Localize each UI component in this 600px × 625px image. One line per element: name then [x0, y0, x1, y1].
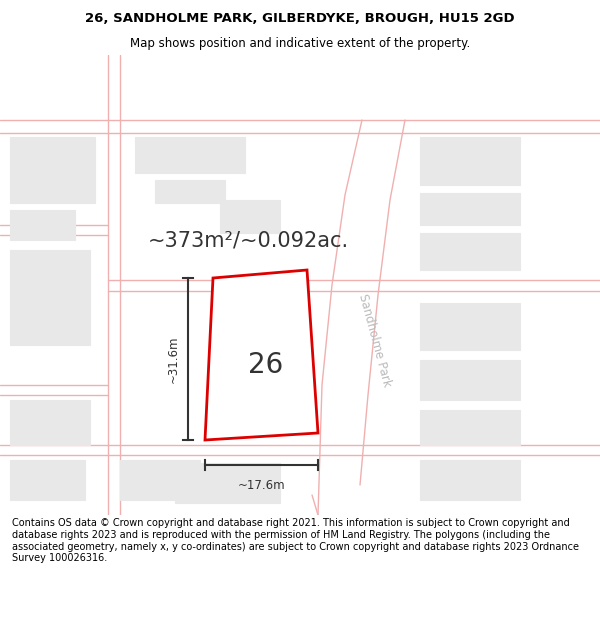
Polygon shape	[10, 460, 85, 500]
Text: 26: 26	[248, 351, 283, 379]
Text: 26, SANDHOLME PARK, GILBERDYKE, BROUGH, HU15 2GD: 26, SANDHOLME PARK, GILBERDYKE, BROUGH, …	[85, 12, 515, 25]
Polygon shape	[420, 360, 520, 400]
Text: ~373m²/~0.092ac.: ~373m²/~0.092ac.	[148, 230, 349, 250]
Polygon shape	[220, 200, 280, 233]
Polygon shape	[10, 250, 90, 345]
Text: Map shows position and indicative extent of the property.: Map shows position and indicative extent…	[130, 38, 470, 51]
Polygon shape	[420, 193, 520, 225]
Polygon shape	[420, 137, 520, 185]
Polygon shape	[10, 137, 95, 203]
Polygon shape	[220, 345, 300, 400]
Polygon shape	[420, 460, 520, 500]
Text: ~17.6m: ~17.6m	[238, 479, 286, 492]
Polygon shape	[135, 137, 245, 173]
Text: Contains OS data © Crown copyright and database right 2021. This information is : Contains OS data © Crown copyright and d…	[12, 518, 579, 563]
Polygon shape	[120, 460, 200, 500]
Polygon shape	[420, 410, 520, 445]
Polygon shape	[155, 180, 225, 203]
Polygon shape	[420, 233, 520, 270]
Polygon shape	[420, 303, 520, 350]
Text: ~31.6m: ~31.6m	[167, 335, 180, 382]
Text: Sandholme Park: Sandholme Park	[356, 292, 394, 388]
Polygon shape	[175, 463, 280, 503]
Polygon shape	[10, 400, 90, 445]
Polygon shape	[10, 210, 75, 240]
Polygon shape	[205, 270, 318, 440]
